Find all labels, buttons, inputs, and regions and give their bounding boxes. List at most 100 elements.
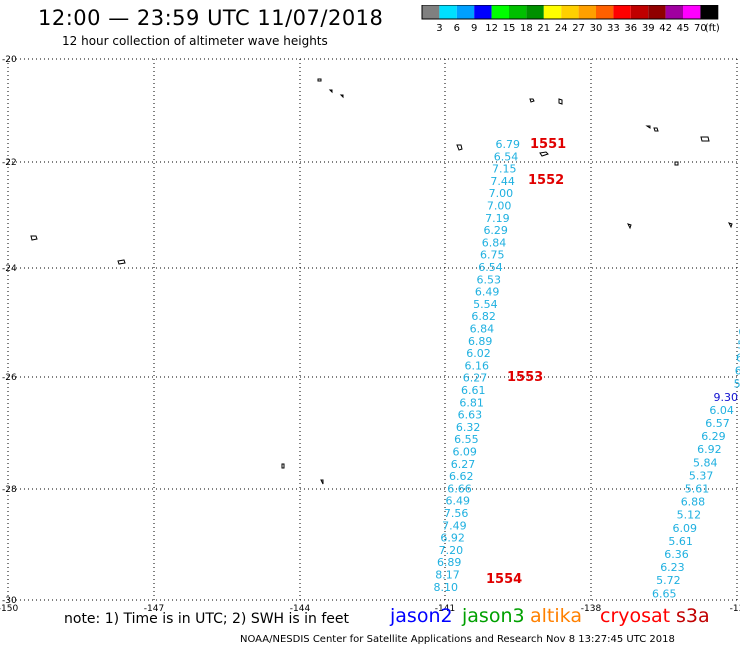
scale-swatch xyxy=(630,5,649,19)
scale-swatch xyxy=(422,5,440,19)
map-title: 12:00 — 23:59 UTC 11/07/2018 xyxy=(38,6,384,30)
swh-value: 6.57 xyxy=(705,417,730,430)
swh-value: 6.16 xyxy=(465,359,490,372)
lat-label: -26 xyxy=(2,373,17,383)
island-outline xyxy=(339,94,344,99)
island-outline xyxy=(456,144,463,151)
swh-value: 6.23 xyxy=(660,561,685,574)
island-outline xyxy=(529,98,535,103)
island-outline xyxy=(317,78,322,82)
swh-value: 6.29 xyxy=(701,430,726,443)
swh-value: 7.00 xyxy=(487,200,512,213)
island-outline xyxy=(653,127,659,132)
scale-label: 45 xyxy=(677,23,690,34)
credits-line: NOAA/NESDIS Center for Satellite Applica… xyxy=(240,634,675,645)
scale-swatch xyxy=(613,5,631,19)
swh-value: 6.55 xyxy=(454,433,479,446)
lat-label: -28 xyxy=(2,485,17,495)
swh-value: 6.92 xyxy=(697,443,722,456)
lat-label: -22 xyxy=(2,158,17,168)
swh-value: 6.92 xyxy=(440,532,465,545)
time-label: 1553 xyxy=(507,370,543,385)
scale-label: 30 xyxy=(590,23,603,34)
swh-value: 7.00 xyxy=(489,187,514,200)
swh-value: 6.09 xyxy=(452,446,477,459)
scale-swatch xyxy=(683,5,701,19)
swh-value: 6.3 xyxy=(736,352,740,365)
lat-label: -24 xyxy=(2,264,17,274)
time-label: 1551 xyxy=(530,137,566,152)
swh-value: 6.66 xyxy=(447,482,472,495)
swh-value: 6.54 xyxy=(478,261,503,274)
swh-value: 6.09 xyxy=(673,522,698,535)
time-label: 1552 xyxy=(528,173,564,188)
scale-swatch xyxy=(648,5,666,19)
swh-value: 6.04 xyxy=(709,404,734,417)
legend-jason3: jason3 xyxy=(462,605,525,627)
scale-swatch xyxy=(456,5,475,19)
swh-value: 6.27 xyxy=(451,458,476,471)
legend-cryosat: cryosat xyxy=(600,605,671,627)
island-outline xyxy=(281,463,285,469)
swh-value: 6.29 xyxy=(483,224,508,237)
swh-value: 6.75 xyxy=(480,249,505,262)
scale-label: 70 xyxy=(694,23,707,34)
scale-label: 27 xyxy=(572,23,585,34)
swh-value: 6.89 xyxy=(437,556,462,569)
scale-label: 21 xyxy=(537,23,550,34)
island-outline xyxy=(674,161,679,166)
swh-value: 6.25 xyxy=(735,365,740,378)
scale-label: 15 xyxy=(503,23,516,34)
swh-value: 7.56 xyxy=(444,507,469,520)
scale-swatch xyxy=(509,5,527,19)
color-scale-legend: 3 6 9 12 15 18 21 24 27 30 33 36 39 42 45 70(ft) xyxy=(421,5,720,34)
swh-value: 6.62 xyxy=(449,470,474,483)
swh-value: 5.12 xyxy=(677,509,702,522)
scale-label: 18 xyxy=(520,23,533,34)
swh-value: 7.20 xyxy=(439,544,464,557)
scale-label: 24 xyxy=(555,23,568,34)
island-outline xyxy=(539,151,549,157)
swh-value: 5.61 xyxy=(685,483,710,496)
scale-label: 33 xyxy=(607,23,620,34)
swh-value: 6.49 xyxy=(475,286,500,299)
lon-label: -13 xyxy=(730,604,740,614)
island-outline xyxy=(700,136,710,142)
scale-label: 9 xyxy=(471,23,477,34)
swh-value: 6.61 xyxy=(461,384,486,397)
footer-note: note: 1) Time is in UTC; 2) SWH is in fe… xyxy=(64,611,350,627)
swh-value: 8.17 xyxy=(435,569,460,582)
swh-value: 5.84 xyxy=(693,456,718,469)
swh-value: 6.02 xyxy=(466,347,491,360)
swh-value: 7.44 xyxy=(490,175,515,188)
island-outline xyxy=(627,223,632,230)
swh-value: 7.15 xyxy=(492,163,517,176)
island-outline xyxy=(728,222,733,229)
scale-label: 39 xyxy=(642,23,655,34)
swh-value: 6.82 xyxy=(471,310,496,323)
swh-value: 5.61 xyxy=(668,535,693,548)
scale-label: 3 xyxy=(436,23,442,34)
lat-label: -20 xyxy=(2,55,17,65)
swh-value: 6.32 xyxy=(456,421,481,434)
scale-swatch xyxy=(561,5,579,19)
island-outline xyxy=(320,479,324,485)
scale-label: 36 xyxy=(624,23,637,34)
scale-swatch xyxy=(526,5,544,19)
legend-jason2: jason2 xyxy=(390,605,453,627)
swh-value: 7.19 xyxy=(485,212,510,225)
swh-value: 6.84 xyxy=(470,323,495,336)
island-outline xyxy=(558,98,563,105)
scale-unit: (ft) xyxy=(705,23,720,34)
swh-value: 6.53 xyxy=(477,273,502,286)
legend-altika: altika xyxy=(530,605,582,627)
swh-value: 6.27 xyxy=(463,372,488,385)
swh-value: 6.65 xyxy=(652,587,677,600)
swh-value: 5.72 xyxy=(656,574,681,587)
swh-value: 5.54 xyxy=(473,298,498,311)
swh-value: 5.37 xyxy=(689,469,714,482)
swh-value: 6.88 xyxy=(681,496,706,509)
scale-swatch xyxy=(543,5,562,19)
island-outline xyxy=(30,235,38,241)
